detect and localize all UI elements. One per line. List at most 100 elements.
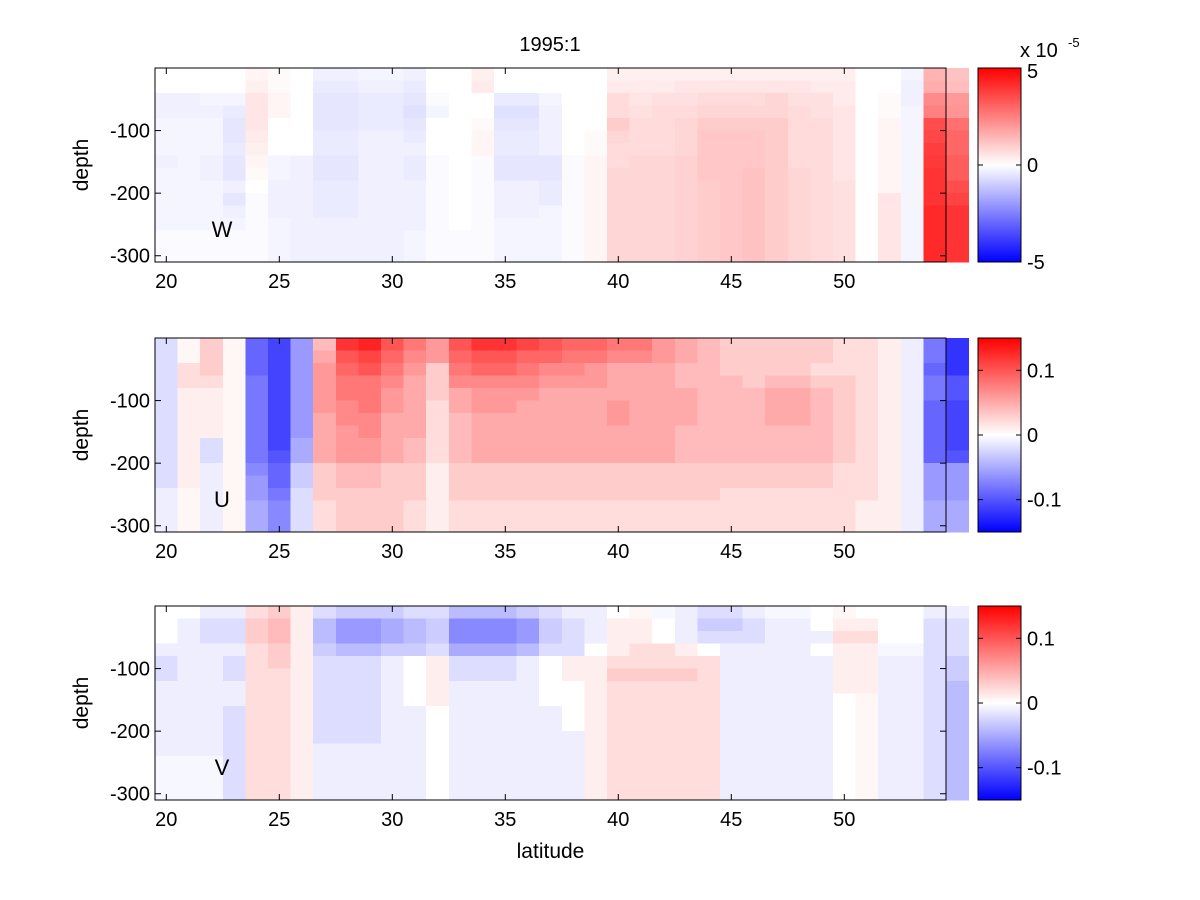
heatmap-cell [426, 205, 450, 219]
heatmap-cell [629, 743, 653, 757]
heatmap-cell [177, 643, 201, 657]
heatmap-cell [946, 606, 970, 620]
heatmap-cell [652, 193, 676, 207]
heatmap-cell [607, 463, 631, 477]
heatmap-cell [177, 438, 201, 452]
colorbar-tick-label: 0.1 [1027, 360, 1055, 382]
heatmap-cell [629, 463, 653, 477]
heatmap-cell [787, 205, 811, 219]
heatmap-cell [403, 631, 427, 645]
heatmap-cell [720, 463, 744, 477]
heatmap-cell [335, 180, 359, 194]
heatmap-cell [222, 681, 246, 695]
heatmap-cell [787, 718, 811, 732]
heatmap-cell [539, 180, 563, 194]
heatmap-cell [900, 80, 924, 94]
heatmap-cell [674, 388, 698, 402]
heatmap-cell [607, 168, 631, 182]
heatmap-cell [245, 218, 269, 232]
heatmap-cell [313, 218, 337, 232]
heatmap-cell [855, 105, 879, 119]
heatmap-cell [742, 118, 766, 132]
heatmap-cell [494, 450, 518, 464]
heatmap-cell [674, 375, 698, 389]
heatmap-cell [787, 706, 811, 720]
heatmap-cell [222, 105, 246, 119]
heatmap-cell [810, 631, 834, 645]
heatmap-cell [629, 488, 653, 502]
heatmap-cell [765, 388, 789, 402]
heatmap-cell [471, 68, 495, 82]
heatmap-cell [313, 488, 337, 502]
heatmap-cell [946, 706, 970, 720]
heatmap-cell [629, 375, 653, 389]
heatmap-cell [222, 475, 246, 489]
heatmap-cell [765, 656, 789, 670]
heatmap-cell [448, 718, 472, 732]
heatmap-cell [448, 180, 472, 194]
heatmap-cell [787, 105, 811, 119]
heatmap-cell [539, 193, 563, 207]
heatmap-cell [810, 693, 834, 707]
heatmap-cell [878, 756, 902, 770]
heatmap-cell [471, 743, 495, 757]
heatmap-cell [561, 693, 585, 707]
heatmap-cell [855, 450, 879, 464]
heatmap-cell [403, 218, 427, 232]
heatmap-cell [155, 338, 179, 352]
heatmap-cell [810, 130, 834, 144]
colorbar-tick-label: -0.1 [1027, 758, 1061, 780]
heatmap-cell [584, 400, 608, 414]
heatmap-cell [810, 155, 834, 169]
heatmap-cell [335, 105, 359, 119]
heatmap-cell [358, 155, 382, 169]
heatmap-cell [245, 155, 269, 169]
heatmap-cell [313, 731, 337, 745]
heatmap-cell [335, 205, 359, 219]
heatmap-cell [584, 218, 608, 232]
heatmap-cell [268, 413, 292, 427]
heatmap-cell [900, 768, 924, 801]
heatmap-cell [290, 718, 314, 732]
heatmap-cell [584, 706, 608, 720]
heatmap-cell [471, 500, 495, 533]
heatmap-cell [742, 438, 766, 452]
heatmap-cell [674, 168, 698, 182]
heatmap-cell [268, 363, 292, 377]
heatmap-cell [900, 756, 924, 770]
panel-v: 20 25 30 35 40 45 50-100-200-300depthlatitudeV… [70, 605, 1061, 863]
heatmap-cell [561, 400, 585, 414]
heatmap-cell [765, 363, 789, 377]
heatmap-cell [946, 68, 970, 82]
heatmap-cell [516, 155, 540, 169]
heatmap-cell [335, 80, 359, 94]
heatmap-cell [448, 693, 472, 707]
heatmap-cell [313, 80, 337, 94]
heatmap-cell [720, 668, 744, 682]
heatmap-cell [177, 743, 201, 757]
heatmap-cell [516, 488, 540, 502]
heatmap-cell [448, 488, 472, 502]
heatmap-cell [155, 500, 179, 533]
heatmap-cell [607, 130, 631, 144]
heatmap-cell [448, 706, 472, 720]
heatmap-cell [268, 463, 292, 477]
heatmap-cell [900, 463, 924, 477]
heatmap-cell [855, 118, 879, 132]
heatmap-cell [358, 230, 382, 263]
heatmap-cell [448, 93, 472, 107]
heatmap-cell [720, 168, 744, 182]
heatmap-cell [358, 93, 382, 107]
heatmap-cell [426, 363, 450, 377]
heatmap-cell [335, 68, 359, 82]
heatmap-cell [426, 68, 450, 82]
y-tick-label: -100 [110, 121, 150, 143]
heatmap-cell [290, 168, 314, 182]
heatmap-cell [742, 350, 766, 364]
heatmap-cell [426, 93, 450, 107]
heatmap-cell [335, 631, 359, 645]
heatmap-cell [313, 363, 337, 377]
heatmap-cell [923, 143, 947, 157]
heatmap-cell [720, 606, 744, 620]
heatmap-cell [855, 756, 879, 770]
